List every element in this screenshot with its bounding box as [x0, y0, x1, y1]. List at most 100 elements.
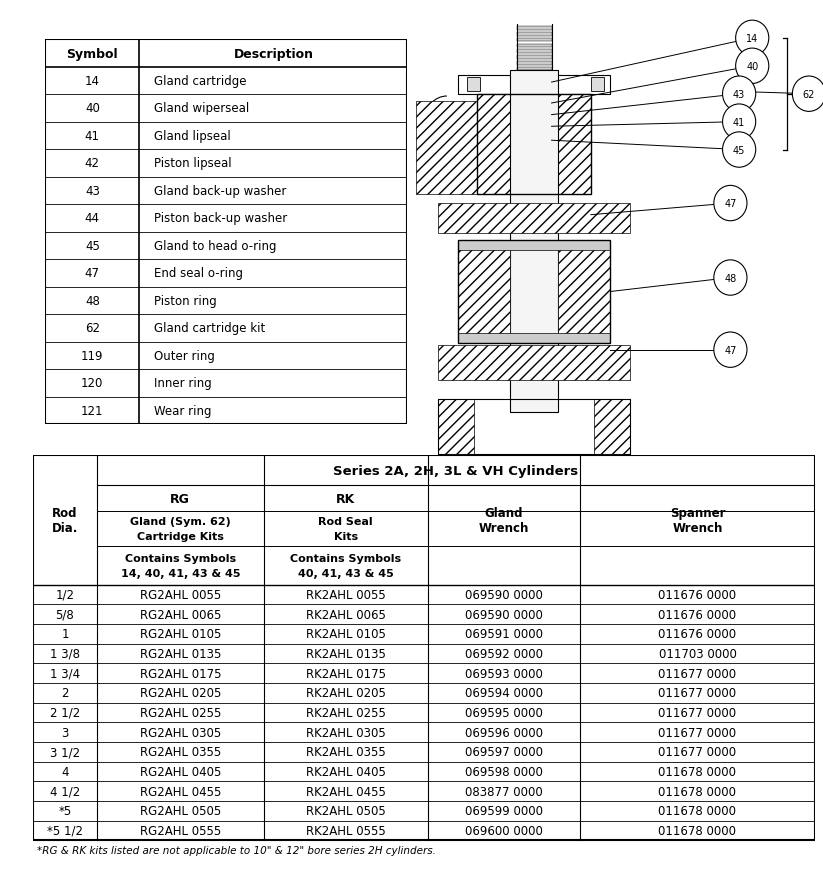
Text: 069591 0000: 069591 0000 — [465, 628, 543, 640]
Bar — [438, 399, 474, 455]
Bar — [510, 148, 558, 157]
Text: 47: 47 — [724, 345, 737, 355]
Bar — [447, 455, 467, 478]
Text: 40: 40 — [746, 62, 758, 72]
Bar — [467, 79, 480, 92]
Bar — [591, 79, 604, 92]
Text: RK2AHL 0055: RK2AHL 0055 — [306, 588, 385, 601]
Text: 069597 0000: 069597 0000 — [465, 746, 543, 758]
Text: RG2AHL 0305: RG2AHL 0305 — [140, 726, 221, 738]
Bar — [438, 399, 630, 455]
Text: 011676 0000: 011676 0000 — [658, 608, 737, 620]
Text: RK2AHL 0305: RK2AHL 0305 — [306, 726, 385, 738]
Text: RK2AHL 0205: RK2AHL 0205 — [305, 687, 386, 699]
Text: Wrench: Wrench — [672, 521, 723, 535]
Bar — [558, 95, 591, 195]
Text: 3: 3 — [61, 726, 68, 738]
Text: RK2AHL 0255: RK2AHL 0255 — [305, 706, 386, 719]
Text: 011678 0000: 011678 0000 — [658, 785, 737, 797]
Text: Dia.: Dia. — [52, 521, 78, 535]
Text: Gland: Gland — [485, 507, 523, 519]
Text: Wrench: Wrench — [479, 521, 529, 535]
Text: Piston ring: Piston ring — [154, 295, 216, 308]
Text: RG2AHL 0405: RG2AHL 0405 — [140, 765, 221, 778]
Text: Contains Symbols: Contains Symbols — [125, 553, 236, 563]
Bar — [517, 33, 551, 37]
Text: Series 2A, 2H, 3L & VH Cylinders: Series 2A, 2H, 3L & VH Cylinders — [333, 464, 579, 477]
Text: 011677 0000: 011677 0000 — [658, 687, 737, 699]
Text: RK2AHL 0505: RK2AHL 0505 — [306, 805, 385, 817]
Text: 43: 43 — [733, 89, 746, 99]
Bar — [458, 241, 510, 343]
Bar — [510, 137, 558, 143]
Text: Cartridge Kits: Cartridge Kits — [137, 531, 224, 541]
Text: 47: 47 — [85, 267, 100, 280]
Text: 62: 62 — [85, 322, 100, 335]
Text: *5: *5 — [58, 805, 72, 817]
Bar — [558, 241, 611, 343]
Text: Symbol: Symbol — [67, 47, 119, 61]
Text: 41: 41 — [733, 117, 746, 128]
Text: 62: 62 — [802, 89, 815, 99]
Text: RG2AHL 0055: RG2AHL 0055 — [140, 588, 221, 601]
Text: RG2AHL 0555: RG2AHL 0555 — [140, 824, 221, 837]
Text: RK2AHL 0135: RK2AHL 0135 — [305, 647, 386, 660]
Text: Kits: Kits — [333, 531, 358, 541]
Text: 069599 0000: 069599 0000 — [465, 805, 543, 817]
Text: 121: 121 — [81, 404, 104, 417]
Text: 011676 0000: 011676 0000 — [658, 628, 737, 640]
Text: 4: 4 — [61, 765, 69, 778]
Text: 011678 0000: 011678 0000 — [658, 824, 737, 837]
Text: 1 3/4: 1 3/4 — [50, 667, 80, 679]
Circle shape — [723, 105, 756, 140]
Bar — [517, 38, 551, 42]
Text: 011677 0000: 011677 0000 — [658, 746, 737, 758]
Text: *5 1/2: *5 1/2 — [47, 824, 83, 837]
Text: End seal o-ring: End seal o-ring — [154, 267, 243, 280]
Text: Rod: Rod — [52, 507, 77, 519]
Text: Description: Description — [234, 47, 314, 61]
Text: 48: 48 — [85, 295, 100, 308]
Text: Rod Seal: Rod Seal — [319, 517, 373, 527]
Text: Gland wiperseal: Gland wiperseal — [154, 103, 249, 115]
Text: 40, 41, 43 & 45: 40, 41, 43 & 45 — [298, 568, 393, 578]
Text: 41: 41 — [85, 130, 100, 143]
Circle shape — [714, 260, 747, 296]
Bar — [517, 50, 551, 54]
Text: 011703 0000: 011703 0000 — [658, 647, 737, 660]
Text: 011678 0000: 011678 0000 — [658, 765, 737, 778]
Text: 069590 0000: 069590 0000 — [465, 608, 543, 620]
Text: RG: RG — [170, 492, 190, 505]
Text: 1/2: 1/2 — [55, 588, 74, 601]
Text: RK2AHL 0105: RK2AHL 0105 — [305, 628, 386, 640]
Text: 40: 40 — [85, 103, 100, 115]
Bar — [517, 62, 551, 65]
Text: RG2AHL 0505: RG2AHL 0505 — [140, 805, 221, 817]
Text: Gland back-up washer: Gland back-up washer — [154, 185, 286, 198]
Text: 011677 0000: 011677 0000 — [658, 726, 737, 738]
Bar — [517, 45, 551, 48]
Text: 2: 2 — [61, 687, 69, 699]
Text: 069595 0000: 069595 0000 — [465, 706, 543, 719]
Text: 011678 0000: 011678 0000 — [658, 805, 737, 817]
Bar — [517, 56, 551, 60]
Text: 14, 40, 41, 43 & 45: 14, 40, 41, 43 & 45 — [120, 568, 240, 578]
Text: 011676 0000: 011676 0000 — [658, 588, 737, 601]
Bar — [517, 68, 551, 72]
Text: Gland to head o-ring: Gland to head o-ring — [154, 240, 277, 253]
Text: 069598 0000: 069598 0000 — [465, 765, 543, 778]
Text: 47: 47 — [724, 198, 737, 209]
Text: 2 1/2: 2 1/2 — [50, 706, 80, 719]
Text: 43: 43 — [85, 185, 100, 198]
Bar — [438, 346, 630, 381]
Text: Contains Symbols: Contains Symbols — [290, 553, 402, 563]
Text: Wear ring: Wear ring — [154, 404, 212, 417]
Circle shape — [714, 333, 747, 368]
Text: RG2AHL 0255: RG2AHL 0255 — [140, 706, 221, 719]
Text: *RG & RK kits listed are not applicable to 10" & 12" bore series 2H cylinders.: *RG & RK kits listed are not applicable … — [37, 846, 435, 856]
Text: Gland lipseal: Gland lipseal — [154, 130, 230, 143]
Text: 42: 42 — [85, 157, 100, 170]
Text: RG2AHL 0175: RG2AHL 0175 — [140, 667, 221, 679]
Bar — [416, 102, 477, 195]
Text: RK2AHL 0065: RK2AHL 0065 — [305, 608, 386, 620]
